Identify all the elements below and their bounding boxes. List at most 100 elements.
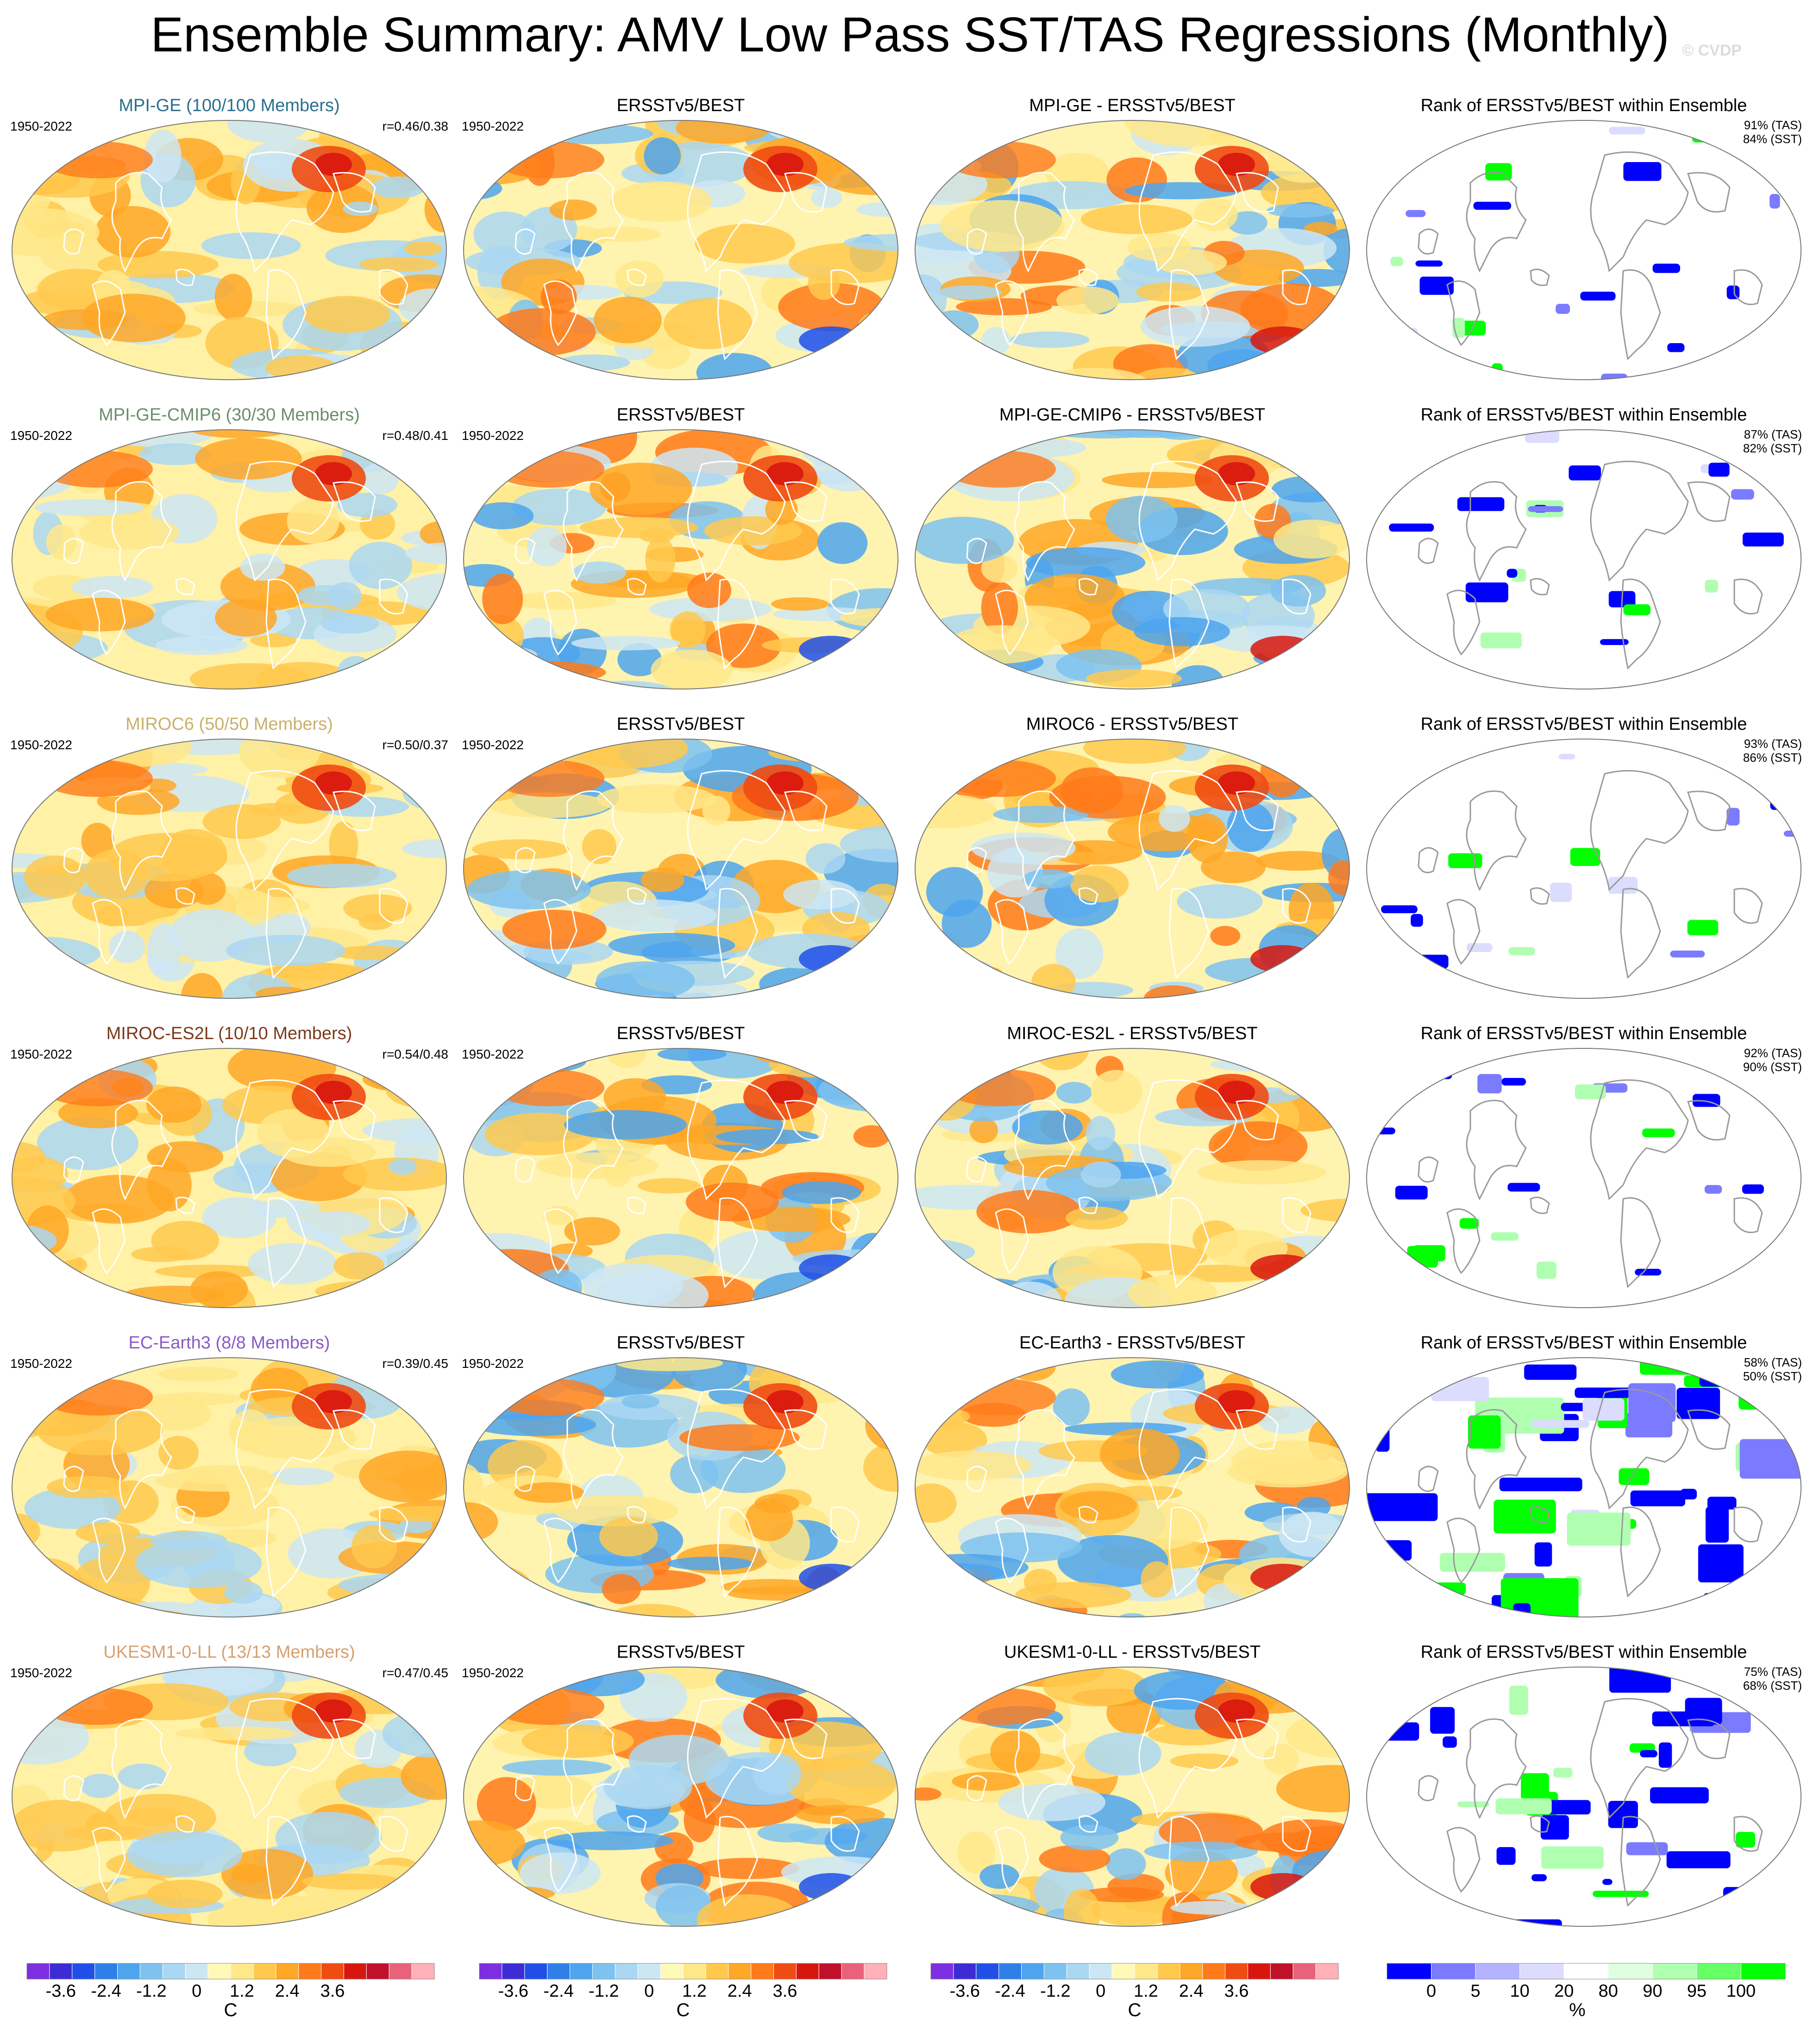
colorbar-swatch	[683, 1963, 706, 1980]
colorbar-tick-label: -1.2	[1040, 1981, 1070, 2001]
colorbar-swatch	[185, 1963, 208, 1980]
colorbar-tick-label: 95	[1687, 1981, 1707, 2001]
rank-sst: 82% (SST)	[1743, 441, 1802, 455]
panel-diff: MIROC6 - ERSSTv5/BEST	[908, 714, 1357, 1019]
colorbar-tick-label: 3.6	[320, 1981, 345, 2001]
rank-sst: 84% (SST)	[1743, 132, 1802, 146]
colorbar-swatch	[1089, 1963, 1112, 1980]
panel-rank: Rank of ERSSTv5/BEST within Ensemble 92% …	[1359, 1023, 1808, 1329]
model-map	[12, 1048, 447, 1308]
panel-model: MPI-GE (100/100 Members) 1950-2022 r=0.46/…	[5, 95, 454, 401]
colorbar-swatch	[366, 1963, 389, 1980]
rank-tas: 75% (TAS)	[1744, 1665, 1802, 1679]
colorbar-unit: %	[1569, 2000, 1586, 2020]
period-label: 1950-2022	[462, 738, 524, 752]
colorbar-swatch	[162, 1963, 186, 1980]
colorbar-tick-label: 3.6	[1224, 1981, 1249, 2001]
colorbar-swatch	[1021, 1963, 1044, 1980]
panel-diff: EC-Earth3 - ERSSTv5/BEST	[908, 1332, 1357, 1638]
pattern-correlation: r=0.46/0.38	[382, 119, 448, 133]
colorbar-swatch	[1043, 1963, 1067, 1980]
pattern-correlation: r=0.54/0.48	[382, 1047, 448, 1061]
period-label: 1950-2022	[462, 428, 524, 443]
colorbar-tick-label: -1.2	[589, 1981, 619, 2001]
pattern-correlation: r=0.50/0.37	[382, 738, 448, 752]
panel-obs: ERSSTv5/BEST 1950-2022	[456, 1642, 905, 1947]
colorbar-swatch	[253, 1963, 276, 1980]
colorbar-tick-label: 5	[1471, 1981, 1481, 2001]
period-label: 1950-2022	[462, 1356, 524, 1371]
colorbar-swatch	[998, 1963, 1022, 1980]
model-title: UKESM1-0-LL (13/13 Members)	[103, 1642, 355, 1662]
colorbar-tick-label: 0	[1096, 1981, 1105, 2001]
temperature-colorbar: -3.6 -2.4 -1.2 0 1.2 2.4 3.6 C	[26, 1963, 435, 2021]
colorbar-swatch	[1608, 1963, 1653, 1980]
colorbar-tick-label: 90	[1643, 1981, 1662, 2001]
colorbar-swatch	[1180, 1963, 1203, 1980]
colorbar-swatch	[1431, 1963, 1476, 1980]
obs-map	[463, 120, 898, 380]
model-title: EC-Earth3 (8/8 Members)	[128, 1333, 330, 1353]
rank-map	[1366, 429, 1801, 689]
model-map	[12, 1357, 447, 1617]
panel-model: EC-Earth3 (8/8 Members) 1950-2022 r=0.39/0…	[5, 1332, 454, 1638]
rank-tas: 91% (TAS)	[1744, 118, 1802, 132]
colorbar-tick-label: -3.6	[950, 1981, 980, 2001]
colorbar-swatch	[796, 1963, 819, 1980]
pattern-correlation: r=0.39/0.45	[382, 1356, 448, 1371]
colorbar-swatch	[864, 1963, 887, 1980]
period-label: 1950-2022	[10, 428, 72, 443]
rank-title: Rank of ERSSTv5/BEST within Ensemble	[1420, 96, 1747, 115]
diff-map	[915, 1667, 1350, 1927]
colorbar-swatch	[1293, 1963, 1316, 1980]
colorbar-swatch	[953, 1963, 977, 1980]
colorbar-swatch	[72, 1963, 95, 1980]
panel-rank: Rank of ERSSTv5/BEST within Ensemble 75% …	[1359, 1642, 1808, 1947]
panel-model: MIROC-ES2L (10/10 Members) 1950-2022 r=0.5…	[5, 1023, 454, 1329]
rank-colorbar: 0 5 10 20 80 90 95 100%	[1387, 1963, 1786, 2021]
rank-map	[1366, 120, 1801, 380]
pattern-correlation: r=0.48/0.41	[382, 428, 448, 443]
colorbar-tick-label: 0	[644, 1981, 654, 2001]
colorbar-tick-label: 0	[192, 1981, 201, 2001]
colorbar-tick-label: 0	[1426, 1981, 1436, 2001]
panel-title: MIROC-ES2L - ERSSTv5/BEST	[1007, 1024, 1258, 1043]
temperature-colorbar: -3.6 -2.4 -1.2 0 1.2 2.4 3.6 C	[930, 1963, 1339, 2021]
colorbar-swatch	[230, 1963, 254, 1980]
colorbar-swatch	[1202, 1963, 1226, 1980]
panel-title: ERSSTv5/BEST	[616, 715, 745, 734]
model-map	[12, 429, 447, 689]
rank-map	[1366, 739, 1801, 999]
colorbar-swatch	[411, 1963, 435, 1980]
panel-rank: Rank of ERSSTv5/BEST within Ensemble 93% …	[1359, 714, 1808, 1019]
panel-diff: MIROC-ES2L - ERSSTv5/BEST	[908, 1023, 1357, 1329]
panel-diff: MPI-GE-CMIP6 - ERSSTv5/BEST	[908, 404, 1357, 710]
colorbar-tick-label: -2.4	[995, 1981, 1025, 2001]
rank-tas: 92% (TAS)	[1744, 1046, 1802, 1060]
diff-map	[915, 429, 1350, 689]
period-label: 1950-2022	[462, 119, 524, 133]
diff-map	[915, 1357, 1350, 1617]
model-map	[12, 1667, 447, 1927]
rank-title: Rank of ERSSTv5/BEST within Ensemble	[1420, 405, 1747, 425]
colorbar-swatch	[930, 1963, 954, 1980]
colorbar-tick-label: -1.2	[136, 1981, 166, 2001]
colorbar-swatch	[1157, 1963, 1180, 1980]
period-label: 1950-2022	[462, 1047, 524, 1061]
rank-title: Rank of ERSSTv5/BEST within Ensemble	[1420, 715, 1747, 734]
colorbar-swatch	[276, 1963, 299, 1980]
model-title: MIROC6 (50/50 Members)	[126, 715, 333, 734]
rank-tas: 93% (TAS)	[1744, 737, 1802, 751]
colorbar-swatch	[343, 1963, 367, 1980]
panel-obs: ERSSTv5/BEST 1950-2022	[456, 714, 905, 1019]
period-label: 1950-2022	[462, 1666, 524, 1680]
obs-map	[463, 1667, 898, 1927]
obs-map	[463, 1048, 898, 1308]
panel-title: ERSSTv5/BEST	[616, 1024, 745, 1043]
colorbar-unit: C	[1128, 2000, 1142, 2020]
rank-title: Rank of ERSSTv5/BEST within Ensemble	[1420, 1024, 1747, 1043]
colorbar-tick-label: 1.2	[230, 1981, 254, 2001]
panel-title: UKESM1-0-LL - ERSSTv5/BEST	[1004, 1642, 1261, 1662]
colorbar-tick-label: 2.4	[275, 1981, 300, 2001]
panel-title: MPI-GE-CMIP6 - ERSSTv5/BEST	[999, 405, 1266, 425]
